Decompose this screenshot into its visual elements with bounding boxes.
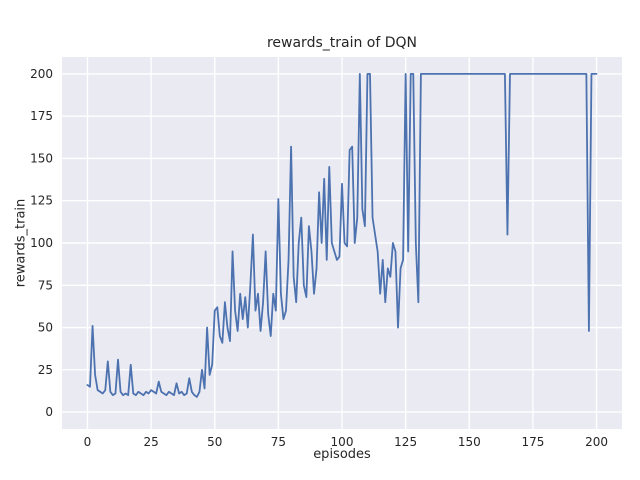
x-axis-label: episodes [313,447,371,462]
y-tick-label: 75 [38,278,53,292]
y-axis-label: rewards_train [13,198,29,288]
x-tick-label: 50 [207,435,222,449]
y-tick-label: 50 [38,321,53,335]
x-tick-label: 150 [458,435,481,449]
y-tick-label: 150 [30,151,53,165]
y-tick-label: 175 [30,109,53,123]
x-tick-label: 25 [143,435,158,449]
x-tick-label: 0 [84,435,92,449]
x-tick-label: 125 [394,435,417,449]
x-tick-label: 75 [271,435,286,449]
y-tick-label: 25 [38,363,53,377]
chart-title: rewards_train of DQN [266,35,418,51]
y-tick-label: 100 [30,236,53,250]
y-tick-label: 200 [30,67,53,81]
x-tick-label: 200 [585,435,608,449]
x-tick-label: 100 [331,435,354,449]
x-tick-label: 175 [521,435,544,449]
y-tick-label: 0 [45,405,53,419]
line-rewards_train [86,73,598,398]
y-tick-label: 125 [30,194,53,208]
